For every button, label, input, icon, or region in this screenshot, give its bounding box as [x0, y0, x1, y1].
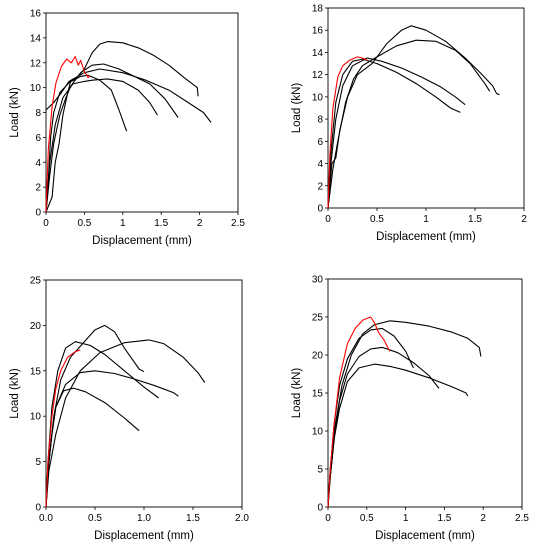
x-tick-label: 1 [403, 513, 409, 524]
y-tick-label: 0 [317, 204, 323, 215]
y-tick-label: 6 [317, 137, 323, 148]
red-series-line [327, 316, 391, 508]
y-axis-label: Load (kN) [9, 87, 21, 138]
x-tick-label: 0.0 [39, 513, 53, 524]
x-tick-label: 0.5 [77, 218, 91, 229]
red-series-line [45, 349, 81, 508]
y-tick-label: 16 [30, 9, 42, 20]
y-axis-label: Load (kN) [9, 368, 21, 419]
y-tick-label: 10 [312, 92, 324, 103]
y-tick-label: 0 [35, 503, 41, 514]
black-series-line [45, 324, 145, 508]
chart-panel-2: 0 2 4 6 8 10 12 14 16 18 0 0.5 1 1.5 2 Displacement (mm… [291, 4, 527, 244]
black-series-line [327, 363, 469, 508]
x-tick-label: 1.0 [137, 513, 151, 524]
x-tick-label: 0 [43, 218, 49, 229]
y-tick-label: 5 [35, 457, 41, 468]
y-tick-label: 10 [30, 412, 42, 423]
black-series-line [45, 41, 199, 213]
x-tick-label: 2 [521, 214, 527, 225]
x-axis-label: Displacement (mm) [375, 530, 475, 542]
y-tick-label: 6 [35, 133, 41, 144]
y-tick-label: 4 [317, 159, 323, 170]
plot-frame [45, 279, 243, 508]
y-tick-label: 2 [317, 181, 323, 192]
y-tick-label: 20 [312, 351, 324, 362]
black-series-line [327, 58, 461, 209]
x-tick-label: 1.5 [186, 513, 200, 524]
y-tick-label: 10 [30, 83, 42, 94]
chart-panel-3: 0 5 10 15 20 25 0.0 0.5 1.0 1.5 2.0 Displacement (m… [9, 276, 249, 543]
x-tick-label: 0.5 [88, 513, 102, 524]
x-axis-label: Displacement (mm) [92, 235, 192, 247]
y-tick-label: 15 [312, 389, 324, 400]
chart-panel-1: 0 2 4 6 8 10 12 14 16 0 0.5 1 1.5 2 2.5 Displacement (m… [9, 9, 245, 248]
x-tick-label: 2.0 [235, 513, 249, 524]
y-tick-label: 16 [312, 26, 324, 37]
black-series-line [45, 370, 179, 508]
y-tick-label: 18 [312, 4, 324, 15]
y-tick-label: 8 [317, 115, 323, 126]
y-tick-label: 12 [30, 58, 42, 69]
black-series-line [45, 387, 140, 508]
y-tick-label: 10 [312, 427, 324, 438]
plot-frame [327, 278, 523, 508]
plot-frame [45, 12, 239, 213]
x-tick-label: 2.5 [231, 218, 245, 229]
x-tick-label: 2.5 [515, 513, 529, 524]
black-series-line [327, 327, 414, 508]
black-series-line [327, 346, 440, 508]
black-series-line [327, 320, 482, 508]
chart-panel-4: 0 5 10 15 20 25 30 0 0.5 1 1.5 2 2.5 Displacement (mm… [291, 275, 529, 543]
y-axis-label: Load (kN) [291, 83, 303, 134]
x-tick-label: 1 [120, 218, 126, 229]
y-tick-label: 14 [30, 33, 42, 44]
x-tick-label: 2 [480, 513, 486, 524]
black-series-line [45, 68, 212, 123]
x-tick-label: 1.5 [437, 513, 451, 524]
x-tick-label: 1 [423, 214, 429, 225]
y-tick-label: 25 [312, 313, 324, 324]
y-tick-label: 20 [30, 321, 42, 332]
x-tick-label: 0 [325, 214, 331, 225]
y-tick-label: 12 [312, 70, 324, 81]
x-axis-label: Displacement (mm) [94, 530, 194, 542]
y-tick-label: 5 [317, 465, 323, 476]
black-series-line [327, 57, 466, 209]
y-tick-label: 2 [35, 183, 41, 194]
y-tick-label: 14 [312, 48, 324, 59]
black-series-line [45, 78, 158, 213]
x-tick-label: 0 [325, 513, 331, 524]
y-tick-label: 0 [317, 503, 323, 514]
black-series-line [45, 74, 128, 213]
y-tick-label: 8 [35, 108, 41, 119]
x-tick-label: 0.5 [370, 214, 384, 225]
y-tick-label: 0 [35, 208, 41, 219]
black-series-line [45, 339, 206, 508]
y-tick-label: 25 [30, 276, 42, 287]
x-tick-label: 1.5 [154, 218, 168, 229]
x-tick-label: 1.5 [468, 214, 482, 225]
y-tick-label: 30 [312, 275, 324, 286]
y-axis-label: Load (kN) [291, 368, 303, 419]
black-series-line [327, 25, 500, 209]
y-tick-label: 15 [30, 366, 42, 377]
x-tick-label: 0.5 [360, 513, 374, 524]
plot-frame [327, 7, 525, 209]
red-series-line [45, 55, 91, 213]
x-axis-label: Displacement (mm) [376, 231, 476, 243]
y-tick-label: 4 [35, 158, 41, 169]
red-series-line [327, 56, 368, 209]
x-tick-label: 2 [197, 218, 203, 229]
